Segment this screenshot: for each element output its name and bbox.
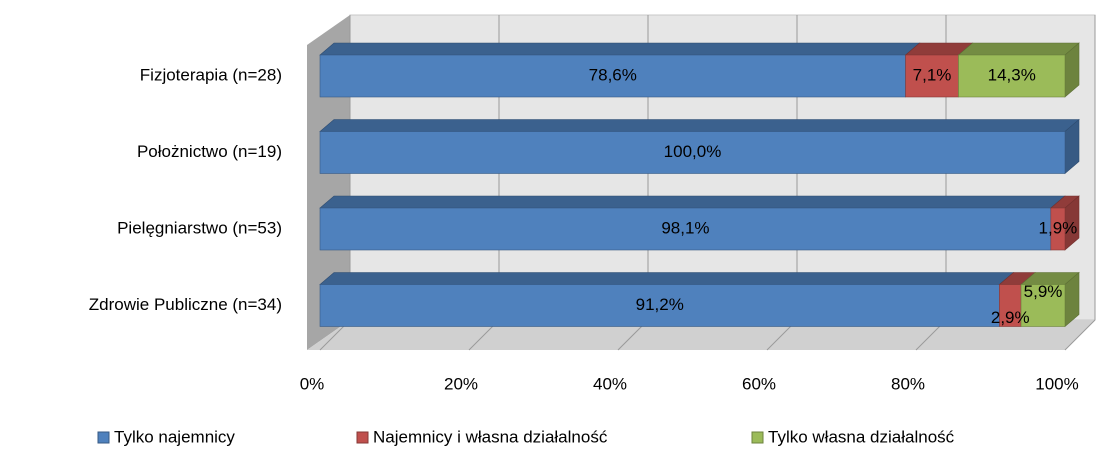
bar-segment: [1020, 271, 1080, 328]
legend-label: Tylko własna działalność: [768, 427, 955, 446]
y-tick-label: Zdrowie Publiczne (n=34): [89, 295, 282, 314]
grid-line: [1064, 319, 1096, 351]
y-tick-label: Położnictwo (n=19): [137, 142, 282, 161]
bar-segment: [319, 118, 1080, 175]
bar-front: [319, 207, 1052, 251]
value-label: 2,9%: [991, 308, 1030, 327]
x-tick-label: 100%: [1035, 374, 1078, 393]
floor: [307, 320, 1095, 350]
value-label: 7,1%: [913, 65, 952, 84]
legend-swatch: [751, 431, 764, 444]
x-tick-label: 0%: [300, 374, 325, 393]
bar-segment: [319, 272, 1015, 327]
value-label: 100,0%: [664, 142, 722, 161]
bar-front: [958, 54, 1066, 98]
legend-swatch: [97, 431, 110, 444]
legend-label: Najemnicy i własna działalność: [373, 427, 608, 446]
bar-top: [319, 119, 1080, 132]
bar-top: [319, 42, 921, 56]
bar-top: [319, 195, 1066, 209]
value-label: 5,9%: [1024, 282, 1063, 301]
value-label: 98,1%: [661, 218, 709, 237]
x-tick-label: 80%: [891, 374, 925, 393]
bar-segment: [957, 42, 1080, 98]
y-tick-label: Pielęgniarstwo (n=53): [117, 218, 282, 237]
x-tick-label: 20%: [444, 374, 478, 393]
value-label: 78,6%: [589, 65, 637, 84]
side-wall: [307, 15, 350, 350]
bar-segment: [319, 42, 921, 98]
y-tick-label: Fizjoterapia (n=28): [140, 65, 282, 84]
bar-front: [1050, 207, 1066, 251]
value-label: 1,9%: [1039, 218, 1078, 237]
bar-front: [319, 131, 1066, 174]
bar-segment: [904, 42, 974, 98]
bar-front: [319, 54, 906, 98]
value-label: 91,2%: [636, 295, 684, 314]
bar-top: [957, 42, 1080, 56]
legend-swatch: [356, 431, 369, 444]
bar-segment: [1050, 195, 1080, 251]
x-tick-label: 60%: [742, 374, 776, 393]
bar-segment: [319, 195, 1066, 251]
legend-label: Tylko najemnicy: [114, 427, 235, 446]
bar-front: [1020, 284, 1066, 327]
x-tick-label: 40%: [593, 374, 627, 393]
bar-top: [319, 272, 1015, 285]
value-label: 14,3%: [988, 65, 1036, 84]
bar-front: [905, 54, 959, 98]
bar-front: [319, 284, 1000, 327]
